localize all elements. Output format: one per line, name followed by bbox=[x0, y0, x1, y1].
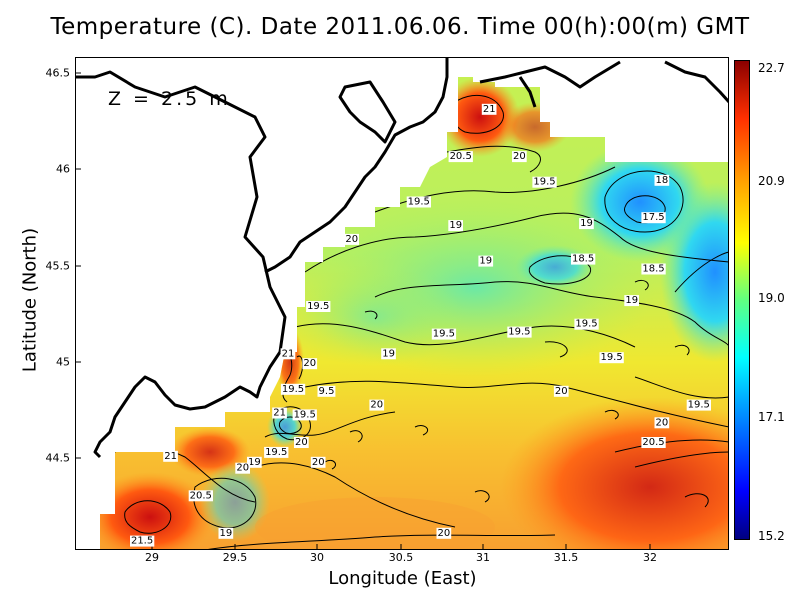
contour-label: 19.5 bbox=[307, 301, 329, 312]
contour-label: 19 bbox=[580, 218, 593, 229]
contour-label: 19 bbox=[625, 295, 638, 306]
contour-label: 18.5 bbox=[572, 254, 594, 265]
contour-label: 20 bbox=[303, 358, 316, 369]
lon-tick-label: 30 bbox=[310, 551, 324, 564]
contour-label: 19.5 bbox=[533, 177, 555, 188]
contour-label: 19 bbox=[449, 220, 462, 231]
temperature-map: 21 20.5 20 19.5 18 19.5 19 17.5 20 19 19 18.5 18.5 19… bbox=[75, 57, 729, 550]
contour-label: 20 bbox=[370, 400, 383, 411]
colorbar-tick-label: 15.2 bbox=[758, 529, 785, 543]
lon-tick-label: 30.5 bbox=[389, 551, 414, 564]
contour-label: 19.5 bbox=[294, 409, 316, 420]
contour-label: 19.5 bbox=[433, 329, 455, 340]
colorbar-tick-label: 20.9 bbox=[758, 174, 785, 188]
lat-tick-label: 44.5 bbox=[38, 452, 70, 465]
contour-label: 20 bbox=[438, 528, 451, 539]
lat-tick-label: 45.5 bbox=[38, 260, 70, 273]
contour-label: 19 bbox=[479, 256, 492, 267]
colorbar-tick-label: 17.1 bbox=[758, 410, 785, 424]
contour-label: 21.5 bbox=[131, 536, 153, 547]
lat-tick-label: 46 bbox=[38, 163, 70, 176]
contour-label: 9.5 bbox=[319, 386, 335, 397]
contour-label: 19.5 bbox=[282, 384, 304, 395]
lat-tick-label: 45 bbox=[38, 356, 70, 369]
x-axis-label: Longitude (East) bbox=[75, 568, 730, 589]
contour-label: 20.5 bbox=[450, 151, 472, 162]
colorbar-tick-label: 19.0 bbox=[758, 291, 785, 305]
lon-tick-label: 31 bbox=[476, 551, 490, 564]
contour-label: 19.5 bbox=[508, 327, 530, 338]
contour-label: 19.5 bbox=[600, 352, 622, 363]
contour-label: 20 bbox=[312, 457, 325, 468]
contour-label: 21 bbox=[273, 408, 286, 419]
contour-label: 19.5 bbox=[408, 197, 430, 208]
colorbar bbox=[734, 60, 750, 540]
lat-tick-label: 46.5 bbox=[38, 67, 70, 80]
contour-label: 20.5 bbox=[190, 490, 212, 501]
contour-label: 18.5 bbox=[642, 264, 664, 275]
contour-label: 20 bbox=[656, 417, 669, 428]
lon-tick-label: 31.5 bbox=[554, 551, 579, 564]
lon-tick-label: 29.5 bbox=[223, 551, 248, 564]
lon-tick-label: 32 bbox=[643, 551, 657, 564]
contour-label: 17.5 bbox=[642, 212, 664, 223]
contour-label: 20 bbox=[295, 437, 308, 448]
contour-label: 20 bbox=[555, 386, 568, 397]
colorbar-tick-label: 22.7 bbox=[758, 61, 785, 75]
lon-tick-label: 29 bbox=[145, 551, 159, 564]
contour-label: 20 bbox=[236, 463, 249, 474]
depth-label: Z = 2.5 m bbox=[108, 88, 231, 110]
map-title: Temperature (C). Date 2011.06.06. Time 0… bbox=[0, 14, 800, 40]
contour-label: 19 bbox=[382, 348, 395, 359]
contour-label: 21 bbox=[483, 104, 496, 115]
contour-label: 19.5 bbox=[265, 447, 287, 458]
contour-label: 19.5 bbox=[688, 400, 710, 411]
contour-label: 21 bbox=[164, 451, 177, 462]
contour-label: 18 bbox=[656, 175, 669, 186]
contour-label: 20 bbox=[345, 234, 358, 245]
contour-label: 19 bbox=[220, 528, 233, 539]
contour-label: 21 bbox=[282, 348, 295, 359]
contour-label: 20 bbox=[513, 151, 526, 162]
y-axis-label: Latitude (North) bbox=[20, 228, 41, 372]
contour-label: 20.5 bbox=[642, 437, 664, 448]
contour-label: 19.5 bbox=[575, 319, 597, 330]
